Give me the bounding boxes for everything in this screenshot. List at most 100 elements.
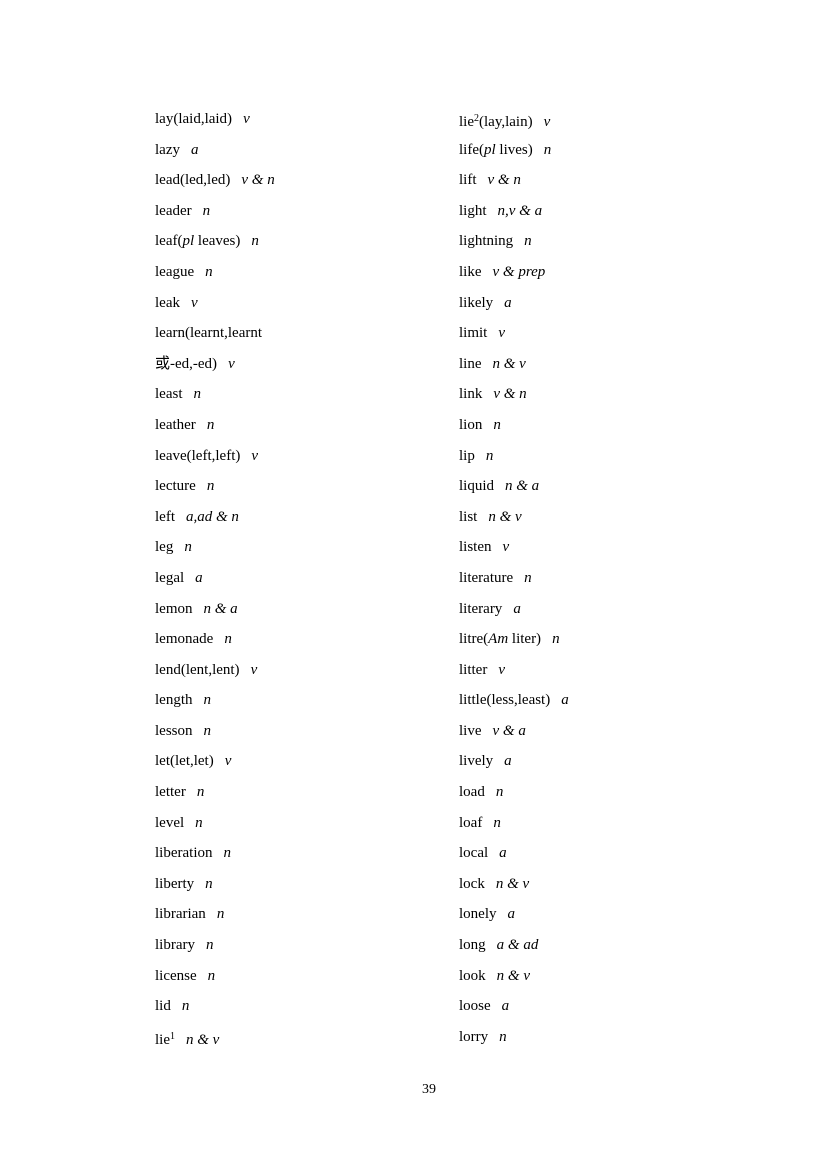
word-text: leak [155,294,180,311]
part-of-speech-label: n [552,631,560,648]
word-entry: liberty n [155,869,275,900]
word-text: literature [459,569,514,586]
word-entry: license n [155,961,275,992]
word-text: likely [459,294,494,311]
part-of-speech-label: n [203,722,212,739]
part-of-speech-label: v [190,294,198,311]
word-text: list [459,508,478,525]
word-entry: least n [155,379,275,410]
word-text: pl [182,233,195,250]
word-entry: lesson n [155,716,275,747]
part-of-speech-label: a [504,753,512,770]
word-entry: lie1 n & v [155,1022,275,1053]
word-entry: leather n [155,410,275,441]
word-text: leg [155,539,174,556]
word-text: literary [459,600,503,617]
part-of-speech-label: n [495,784,504,801]
part-of-speech-label: n [207,967,216,984]
word-entry: leader n [155,196,275,227]
part-of-speech-label: v [243,111,250,127]
part-of-speech-label: n [524,569,532,586]
part-of-speech-label: n & v [488,508,522,525]
part-of-speech-label: n [196,784,205,801]
word-entry: litre(Am liter) n [459,624,569,655]
word-entry: link v & n [459,379,569,410]
word-entry: library n [155,930,275,961]
word-entry: lonely a [459,899,569,930]
word-text: lie [155,1031,170,1048]
word-text: letter [155,784,186,801]
part-of-speech-label: n,v & a [497,202,543,219]
part-of-speech-label: a [513,600,521,617]
part-of-speech-label: n [524,233,532,250]
word-entry: leave(left,left) v [155,441,275,472]
word-text: 或-ed,-ed) [155,355,218,372]
word-entry: little(less,least) a [459,685,569,716]
word-text: lie [459,114,474,130]
word-entry: liberation n [155,838,275,869]
part-of-speech-label: v [498,325,506,342]
word-entry: lift v & n [459,165,569,196]
word-entry: let(let,let) v [155,746,275,777]
part-of-speech-label: n [499,1028,507,1045]
word-text: lip [459,447,475,464]
part-of-speech-label: a [561,692,569,709]
word-entry: lecture n [155,471,275,502]
word-text: length [155,692,193,709]
word-text: library [155,937,195,954]
superscript-label: 1 [170,1030,175,1042]
word-entry: leak v [155,288,275,319]
part-of-speech-label: n [205,263,213,280]
word-entry: load n [459,777,569,808]
word-text: live [459,722,482,739]
part-of-speech-label: n & v [492,355,526,372]
word-text: Am [488,631,509,648]
word-entry: listen v [459,532,569,563]
word-text: lives) [495,141,533,158]
word-text: pl [483,141,496,158]
word-entry: lazy a [155,135,275,166]
part-of-speech-label: v [250,661,258,678]
word-text: lid [155,998,171,1015]
word-text: lemon [155,600,193,617]
word-entry: letter n [155,777,275,808]
word-text: load [459,784,485,801]
part-of-speech-label: v [502,539,510,556]
part-of-speech-label: n [205,875,213,892]
part-of-speech-label: v & prep [492,263,546,280]
part-of-speech-label: v [543,114,551,130]
part-of-speech-label: v [224,753,232,770]
word-text: lively [459,753,494,770]
word-entry: lip n [459,441,569,472]
word-entry: liquid n & a [459,471,569,502]
part-of-speech-label: v [228,355,235,372]
part-of-speech-label: v & n [493,386,527,403]
word-text: litter [459,661,488,678]
word-entry: long a & ad [459,930,569,961]
word-text: legal [155,569,185,586]
word-text: look [459,967,486,984]
word-entry: like v & prep [459,257,569,288]
part-of-speech-label: n [223,845,231,862]
part-of-speech-label: n [205,937,214,954]
word-text: like [459,263,482,280]
part-of-speech-label: v [251,447,259,464]
part-of-speech-label: a [190,141,199,158]
part-of-speech-label: n [184,539,192,556]
word-text: little(less,least) [459,692,551,709]
part-of-speech-label: n [195,814,203,831]
part-of-speech-label: n [216,906,225,923]
part-of-speech-label: n & v [496,967,530,984]
part-of-speech-label: n & a [505,478,540,495]
word-entry: life(pl lives) n [459,135,569,166]
word-text: leaves) [194,233,241,250]
part-of-speech-label: n & v [495,875,530,892]
part-of-speech-label: n [193,386,202,403]
part-of-speech-label: v & a [492,722,526,739]
word-text: lecture [155,478,196,495]
word-entry: level n [155,808,275,839]
word-text: liberty [155,875,195,892]
word-entry: list n & v [459,502,569,533]
word-entry: loaf n [459,808,569,839]
